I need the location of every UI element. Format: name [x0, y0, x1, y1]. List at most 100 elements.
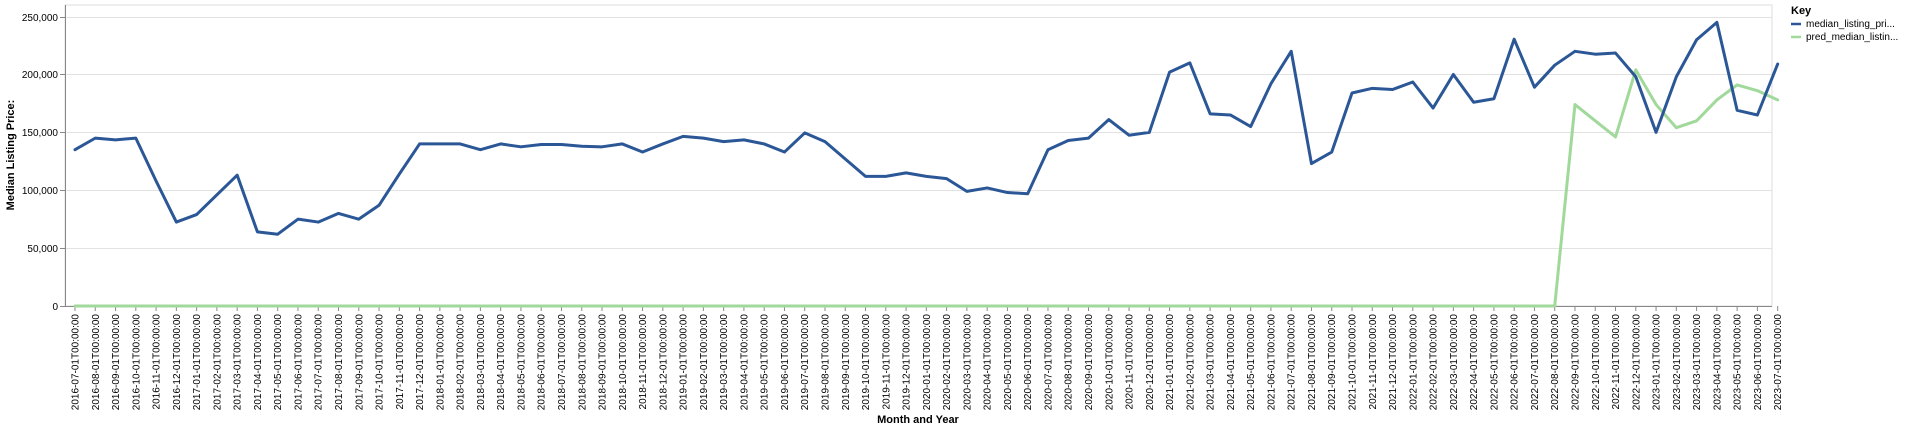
series-lines: [73, 20, 1780, 308]
data-point: [1229, 304, 1232, 308]
x-tick-label: 2017-04-01T00:00:00: [253, 314, 264, 411]
data-point: [722, 140, 725, 143]
x-tick-label: 2020-04-01T00:00:00: [983, 314, 994, 411]
data-point: [1431, 304, 1435, 308]
data-point: [985, 186, 989, 190]
y-tick-label: 50,000: [27, 244, 58, 255]
data-point: [256, 304, 259, 308]
data-point: [337, 304, 340, 308]
data-point: [1533, 304, 1536, 308]
data-point: [1654, 131, 1658, 134]
data-point: [560, 143, 563, 146]
data-point: [722, 304, 725, 308]
data-point: [641, 150, 644, 154]
x-tick-label: 2019-05-01T00:00:00: [760, 314, 771, 411]
data-point: [1067, 139, 1070, 142]
y-tick-label: 0: [52, 302, 58, 313]
x-tick-label: 2022-02-01T00:00:00: [1429, 314, 1440, 411]
data-point: [925, 175, 928, 178]
data-point: [175, 220, 178, 224]
data-point: [783, 304, 786, 308]
x-tick-label: 2018-07-01T00:00:00: [557, 314, 568, 411]
y-axis: 0 50,000 100,000 150,000 200,000 250,000: [22, 13, 65, 313]
data-point: [884, 304, 887, 308]
x-tick-label: 2021-09-01T00:00:00: [1327, 314, 1338, 411]
data-point: [235, 304, 239, 308]
grid-lines: [65, 17, 1772, 249]
x-tick-label: 2021-06-01T00:00:00: [1266, 314, 1277, 411]
data-point: [114, 138, 117, 142]
data-point: [418, 142, 421, 146]
data-point: [317, 220, 320, 224]
data-point: [1675, 126, 1678, 129]
data-point: [1148, 304, 1151, 308]
data-point: [1492, 97, 1496, 100]
data-point: [1411, 80, 1415, 84]
x-tick-label: 2017-12-01T00:00:00: [415, 314, 426, 411]
data-point: [681, 304, 685, 308]
x-tick-label: 2016-10-01T00:00:00: [131, 314, 142, 411]
data-point: [1776, 62, 1779, 66]
data-point: [1269, 82, 1273, 85]
data-point: [904, 304, 908, 308]
data-point: [458, 304, 462, 308]
data-point: [438, 142, 442, 146]
legend: Key median_listing_pri... pred_median_lis…: [1791, 5, 1898, 43]
x-tick-label: 2018-03-01T00:00:00: [476, 314, 487, 411]
data-point: [1756, 113, 1759, 117]
data-point: [844, 304, 847, 308]
data-point: [175, 304, 178, 308]
data-point: [621, 142, 624, 146]
data-point: [215, 304, 219, 308]
data-point: [1188, 61, 1192, 65]
data-point: [418, 304, 421, 308]
data-point: [1512, 304, 1516, 308]
data-point: [580, 304, 583, 308]
x-tick-label: 2018-12-01T00:00:00: [658, 314, 669, 411]
data-point: [1087, 304, 1090, 308]
x-tick-label: 2017-10-01T00:00:00: [375, 314, 386, 411]
data-point: [1431, 106, 1435, 110]
x-tick-label: 2019-04-01T00:00:00: [739, 314, 750, 411]
x-tick-label: 2020-05-01T00:00:00: [1003, 314, 1014, 411]
x-tick-label: 2019-10-01T00:00:00: [861, 314, 872, 411]
data-point: [945, 304, 948, 308]
data-point: [195, 213, 198, 216]
x-tick-label: 2020-03-01T00:00:00: [962, 314, 973, 411]
data-point: [1026, 192, 1029, 195]
data-point: [904, 171, 908, 175]
data-point: [337, 212, 340, 215]
data-point: [1168, 304, 1171, 308]
data-point: [1512, 37, 1516, 41]
x-tick-label: 2016-07-01T00:00:00: [71, 314, 82, 411]
data-point: [479, 304, 482, 308]
data-point: [1735, 83, 1739, 87]
plot-area: [64, 4, 1773, 307]
data-point: [1168, 70, 1171, 74]
data-point: [1026, 304, 1029, 308]
y-tick-label: 150,000: [22, 128, 59, 139]
data-point: [114, 304, 117, 308]
x-tick-label: 2020-07-01T00:00:00: [1043, 314, 1054, 411]
data-point: [398, 304, 401, 308]
legend-label: pred_median_listin...: [1806, 32, 1898, 43]
x-tick-label: 2016-09-01T00:00:00: [111, 314, 122, 411]
data-point: [1127, 134, 1131, 137]
data-point: [317, 304, 320, 308]
data-point: [1715, 21, 1719, 24]
data-point: [681, 135, 685, 138]
data-point: [864, 304, 867, 308]
data-point: [1411, 304, 1415, 308]
x-tick-label: 2020-09-01T00:00:00: [1084, 314, 1095, 411]
data-point: [296, 217, 300, 221]
data-point: [1127, 304, 1131, 308]
data-point: [94, 136, 97, 140]
data-point: [499, 304, 502, 308]
data-point: [702, 136, 705, 140]
data-point: [823, 304, 827, 308]
data-point: [519, 304, 523, 308]
data-point: [1006, 304, 1009, 308]
x-tick-label: 2021-04-01T00:00:00: [1226, 314, 1237, 411]
data-point: [256, 230, 259, 234]
